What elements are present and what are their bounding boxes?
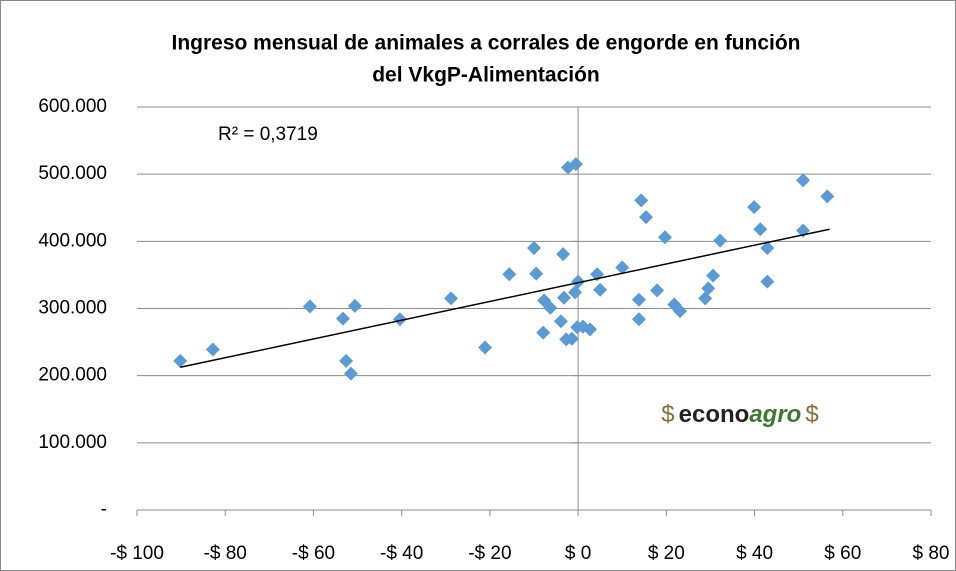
y-tick-label: 200.000 (38, 365, 107, 386)
point (556, 290, 571, 305)
x-tick-label: -$ 100 (110, 543, 164, 564)
point (173, 353, 188, 368)
x-tick-label: -$ 60 (292, 543, 335, 564)
point (650, 283, 665, 298)
point (713, 233, 728, 248)
point (701, 281, 716, 296)
point (634, 193, 649, 208)
point (583, 322, 598, 337)
y-tick-label: 400.000 (38, 230, 107, 251)
x-tick-label: -$ 40 (380, 543, 423, 564)
watermark-part: $ (805, 401, 818, 428)
point (478, 340, 493, 355)
point (536, 325, 551, 340)
point (568, 157, 583, 172)
y-tick-label: 500.000 (38, 163, 107, 184)
x-tick-label: -$ 80 (204, 543, 247, 564)
point (502, 267, 517, 282)
point (568, 285, 583, 300)
point (631, 292, 646, 307)
point (343, 366, 358, 381)
point (556, 247, 571, 262)
chart-title-line: del VkgP-Alimentación (372, 64, 600, 87)
point (302, 299, 317, 314)
point (820, 189, 835, 204)
point (392, 312, 407, 327)
x-tick-label: $ 40 (736, 543, 773, 564)
point (747, 200, 762, 215)
x-tick-label: -$ 20 (468, 543, 511, 564)
point (553, 314, 568, 329)
point (760, 241, 775, 256)
r-squared: R² = 0,3719 (218, 124, 318, 145)
point (543, 300, 558, 315)
point (205, 342, 220, 357)
point (444, 291, 459, 306)
trendline (180, 228, 830, 369)
point (631, 312, 646, 327)
point (706, 268, 721, 283)
x-tick-label: $ 0 (565, 543, 591, 564)
watermark-part: $ (661, 401, 674, 428)
point (658, 230, 673, 245)
y-tick-label: 100.000 (38, 432, 107, 453)
point (796, 173, 811, 188)
point (339, 353, 354, 368)
x-tick-label: $ 20 (648, 543, 685, 564)
point (673, 304, 688, 319)
y-tick-label: 600.000 (38, 96, 107, 117)
point (564, 331, 579, 346)
point (760, 274, 775, 289)
y-tick-label: 300.000 (38, 298, 107, 319)
point (639, 210, 654, 225)
point (335, 311, 350, 326)
watermark: $ econoagro $ (661, 401, 818, 428)
point (527, 241, 541, 256)
watermark-part: agro (749, 401, 801, 428)
point (615, 260, 630, 275)
point (347, 298, 362, 313)
point (753, 222, 768, 237)
x-tick-label: $ 60 (824, 543, 861, 564)
point (529, 266, 544, 281)
point (593, 282, 608, 297)
point (571, 274, 586, 289)
chart-title-line: Ingreso mensual de animales a corrales d… (171, 32, 800, 55)
y-tick-label: - (101, 499, 107, 520)
watermark-part: econo (679, 401, 750, 428)
x-tick-label: $ 80 (913, 543, 950, 564)
